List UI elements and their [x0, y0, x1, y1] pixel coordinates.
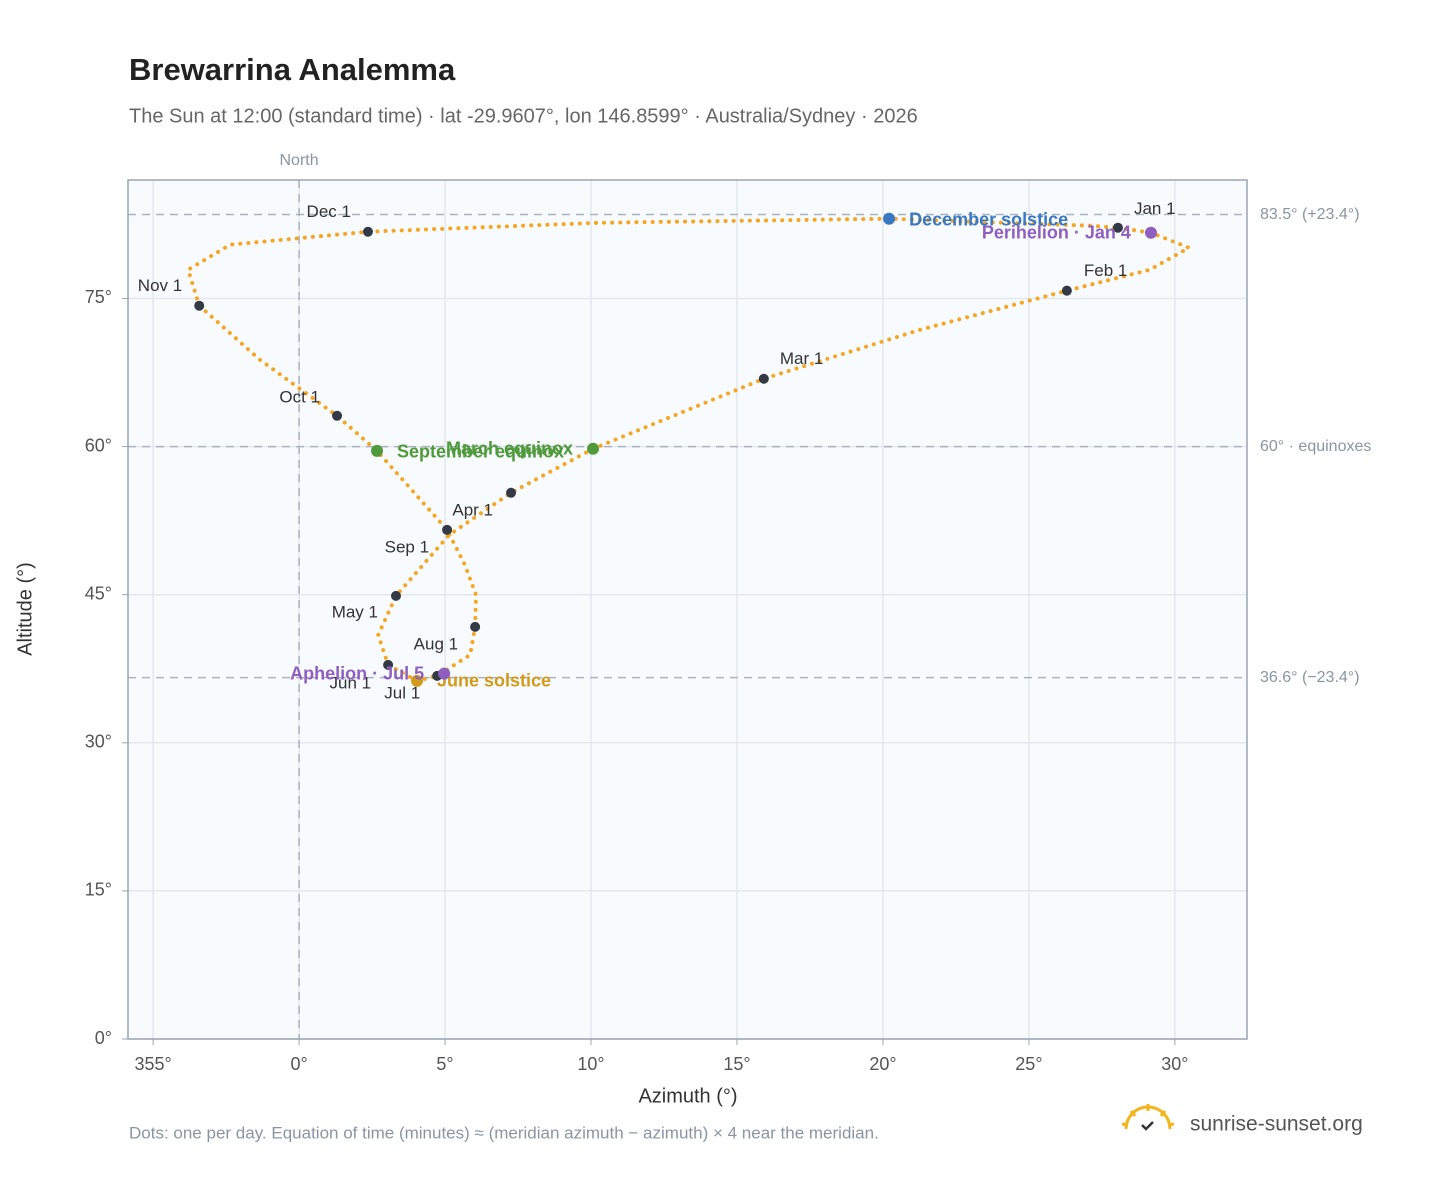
x-tick-label: 25° [1015, 1054, 1042, 1074]
month-label: Jun 1 [330, 673, 372, 692]
month-marker [332, 410, 343, 421]
event-label: December solstice [909, 209, 1068, 229]
month-marker [383, 659, 394, 670]
month-label: Nov 1 [138, 276, 182, 295]
month-label: Apr 1 [452, 500, 493, 519]
x-tick-label: 0° [290, 1054, 307, 1074]
y-tick-label: 45° [85, 583, 112, 603]
footnote: Dots: one per day. Equation of time (min… [129, 1123, 879, 1142]
reference-label: 83.5° (+23.4°) [1260, 206, 1360, 223]
month-label: Jul 1 [384, 683, 420, 702]
brand: sunrise-sunset.org [1190, 1113, 1363, 1136]
reference-label: 60° · equinoxes [1260, 438, 1371, 455]
meridian-label: North [280, 152, 319, 169]
event-label: June solstice [437, 671, 551, 691]
event-marker [371, 444, 384, 457]
y-tick-label: 60° [85, 435, 112, 455]
y-tick-label: 75° [85, 287, 112, 307]
month-marker [470, 621, 481, 632]
month-label: Mar 1 [780, 349, 823, 368]
event-label: March equinox [446, 439, 573, 459]
month-marker [1061, 285, 1072, 296]
x-tick-label: 5° [436, 1054, 453, 1074]
month-marker [1112, 222, 1123, 233]
month-label: Sep 1 [385, 537, 429, 556]
event-marker [587, 442, 600, 455]
y-axis-title: Altitude (°) [14, 562, 36, 656]
event-label: Perihelion · Jan 4 [982, 222, 1131, 242]
x-axis-title: Azimuth (°) [638, 1085, 737, 1107]
month-label: Feb 1 [1084, 261, 1127, 280]
x-tick-label: 355° [134, 1054, 171, 1074]
analemma-path [185, 216, 1194, 684]
event-marker [438, 667, 451, 680]
month-label: Aug 1 [414, 634, 458, 653]
chart-subtitle: The Sun at 12:00 (standard time) · lat -… [129, 105, 918, 127]
event-label: Aphelion · Jul 5 [290, 663, 424, 683]
month-label: Oct 1 [279, 387, 320, 406]
month-marker [758, 373, 769, 384]
chart-title: Brewarrina Analemma [129, 52, 456, 87]
y-tick-label: 30° [85, 732, 112, 752]
plot-layer: Jan 1 Feb 1 Mar 1 Apr 1 May 1 Jun 1 Jul 1 Aug 1… [128, 180, 1247, 1040]
month-marker [442, 524, 453, 535]
month-marker [194, 300, 205, 311]
y-tick-label: 15° [85, 880, 112, 900]
x-tick-label: 10° [577, 1054, 604, 1074]
plot-area [128, 180, 1247, 1039]
month-marker [506, 487, 517, 498]
plot-frame [127, 179, 1248, 1040]
event-marker [883, 212, 896, 225]
x-tick-label: 20° [869, 1054, 896, 1074]
event-marker [1144, 226, 1157, 239]
y-tick-label: 0° [95, 1028, 112, 1048]
x-tick-label: 15° [723, 1054, 750, 1074]
month-label: May 1 [332, 602, 378, 621]
month-label: Jan 1 [1134, 199, 1176, 218]
reference-label: 36.6° (−23.4°) [1260, 669, 1360, 686]
event-label: September equinox [397, 442, 564, 462]
event-marker [411, 674, 424, 687]
month-marker [362, 226, 373, 237]
month-label: Dec 1 [307, 202, 351, 221]
month-marker [390, 590, 401, 601]
brand-logo [1121, 1104, 1175, 1131]
x-tick-label: 30° [1161, 1054, 1188, 1074]
